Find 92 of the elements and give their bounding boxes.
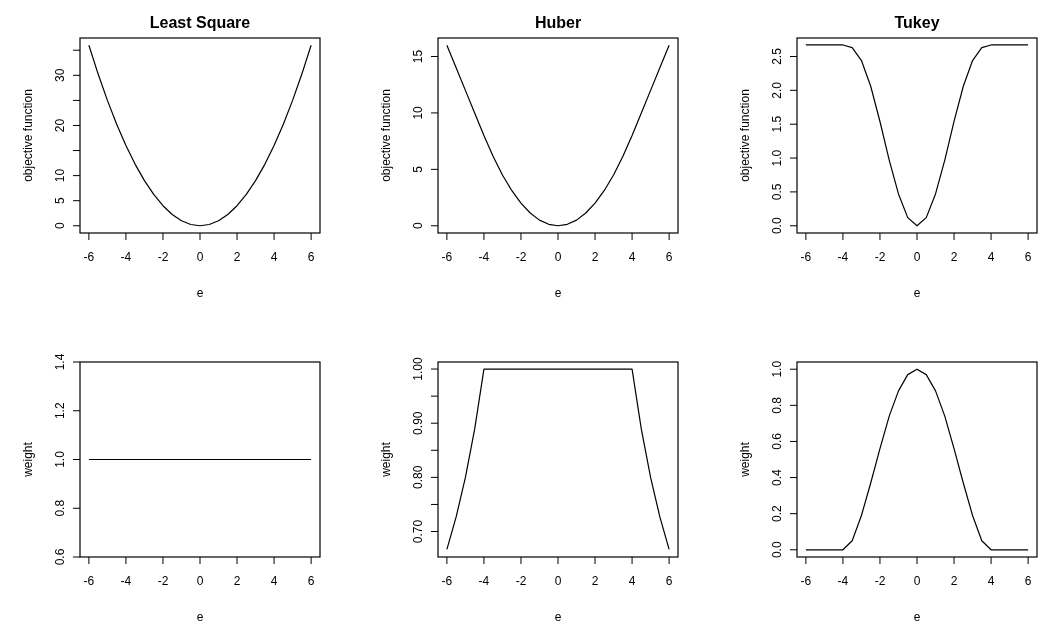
y-axis-title: objective function [738,89,752,182]
y-tick-label: 0.6 [770,432,784,450]
line-series [446,44,670,227]
chart-title: Huber [534,14,582,31]
y-axis-title: objective function [379,89,393,182]
x-axis-title: e [913,610,921,624]
x-tick-label: 4 [270,574,278,588]
x-tick-label: 6 [307,250,315,264]
x-tick-label: 0 [913,574,921,588]
x-tick-label: 0 [196,250,204,264]
x-tick-label: -2 [874,250,886,264]
x-tick-label: 2 [950,250,958,264]
y-tick-label: 0.8 [770,396,784,414]
x-axis-title: e [554,286,562,300]
x-tick-label: -4 [120,250,132,264]
x-tick-label: -4 [120,574,132,588]
x-tick-label: -2 [515,250,527,264]
y-tick-label: 1.5 [770,115,784,133]
x-tick-label: -6 [800,574,812,588]
x-tick-label: -6 [800,250,812,264]
x-tick-label: 0 [554,574,562,588]
x-tick-label: -4 [478,574,490,588]
x-tick-label: 4 [270,250,278,264]
y-tick-label: 0.90 [411,411,425,435]
y-axis-title: weight [21,441,35,478]
x-tick-label: 4 [628,250,636,264]
y-tick-label: 0.2 [770,505,784,523]
line-series [446,368,670,551]
y-tick-label: 1.0 [53,450,67,468]
x-tick-label: -6 [83,250,95,264]
x-tick-label: -2 [515,574,527,588]
y-tick-label: 1.00 [411,357,425,381]
y-axis-title: weight [379,441,393,478]
chart-title: Tukey [894,14,940,31]
x-axis-title: e [554,610,562,624]
x-tick-label: -6 [441,250,453,264]
y-axis-title: objective function [21,89,35,182]
line-series [805,368,1029,551]
y-tick-label: 30 [53,68,67,82]
x-tick-label: 2 [233,250,241,264]
x-tick-label: 6 [1024,574,1032,588]
x-tick-label: 0 [196,574,204,588]
x-tick-label: 2 [591,250,599,264]
y-tick-label: 10 [411,105,425,120]
y-tick-label: 0.8 [53,499,67,517]
y-tick-label: 5 [53,197,67,205]
x-tick-label: 4 [987,250,995,264]
y-tick-label: 0 [53,222,67,230]
y-tick-label: 0 [411,222,425,230]
x-axis-title: e [196,610,204,624]
x-tick-label: 0 [554,250,562,264]
x-tick-label: 0 [913,250,921,264]
x-tick-label: -4 [837,574,849,588]
x-tick-label: 2 [591,574,599,588]
y-tick-label: 5 [411,165,425,173]
y-tick-label: 10 [53,168,67,183]
y-tick-label: 0.70 [411,519,425,544]
x-tick-label: 6 [307,574,315,588]
x-axis-title: e [913,286,921,300]
y-tick-label: 1.2 [53,402,67,420]
y-tick-label: 0.4 [770,468,784,486]
y-tick-label: 2.0 [770,81,784,99]
line-series [88,44,312,227]
y-tick-label: 0.0 [770,217,784,235]
x-tick-label: 6 [1024,250,1032,264]
x-axis-title: e [196,286,204,300]
x-tick-label: -6 [441,574,453,588]
x-tick-label: -2 [157,250,169,264]
x-tick-label: -2 [157,574,169,588]
x-tick-label: 2 [233,574,241,588]
x-tick-label: -4 [837,250,849,264]
y-tick-label: 2.5 [770,47,784,65]
y-tick-label: 1.0 [770,360,784,378]
x-tick-label: 4 [628,574,636,588]
y-tick-label: 0.0 [770,541,784,559]
x-tick-label: -4 [478,250,490,264]
line-series [805,44,1029,227]
y-tick-label: 0.80 [411,465,425,490]
x-tick-label: 6 [665,574,673,588]
y-tick-label: 1.4 [53,353,67,371]
x-tick-label: -2 [874,574,886,588]
y-tick-label: 1.0 [770,149,784,167]
y-tick-label: 0.6 [53,548,67,566]
y-tick-label: 0.5 [770,183,784,201]
y-tick-label: 15 [411,49,425,64]
x-tick-label: 2 [950,574,958,588]
y-tick-label: 20 [53,118,67,133]
x-tick-label: 6 [665,250,673,264]
chart-title: Least Square [149,14,251,31]
x-tick-label: 4 [987,574,995,588]
y-axis-title: weight [738,441,752,478]
x-tick-label: -6 [83,574,95,588]
